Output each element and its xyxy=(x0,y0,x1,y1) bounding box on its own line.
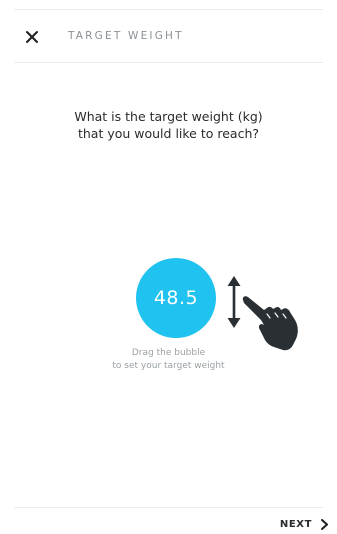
close-icon xyxy=(26,31,38,43)
header-divider xyxy=(14,62,323,63)
question-line-2: that you would like to reach? xyxy=(77,126,260,141)
drag-hint: Drag the bubble to set your target weigh… xyxy=(30,347,307,373)
next-label: NEXT xyxy=(279,518,312,530)
footer-divider xyxy=(14,507,323,508)
up-down-arrow-icon xyxy=(227,276,241,328)
question-line-1: What is the target weight (kg) xyxy=(74,109,263,124)
header: TARGET WEIGHT xyxy=(0,10,337,62)
top-divider xyxy=(14,9,323,10)
next-button[interactable]: NEXT xyxy=(280,515,329,533)
close-button[interactable] xyxy=(22,27,42,47)
question-text: What is the target weight (kg) that you … xyxy=(30,108,307,142)
hint-line-2: to set your target weight xyxy=(112,361,225,371)
weight-bubble[interactable]: 48.5 xyxy=(136,258,216,338)
page-title: TARGET WEIGHT xyxy=(68,30,184,42)
hint-line-1: Drag the bubble xyxy=(131,348,206,358)
weight-value: 48.5 xyxy=(153,287,199,309)
pointing-hand-icon xyxy=(242,296,298,351)
chevron-right-icon xyxy=(321,518,328,530)
